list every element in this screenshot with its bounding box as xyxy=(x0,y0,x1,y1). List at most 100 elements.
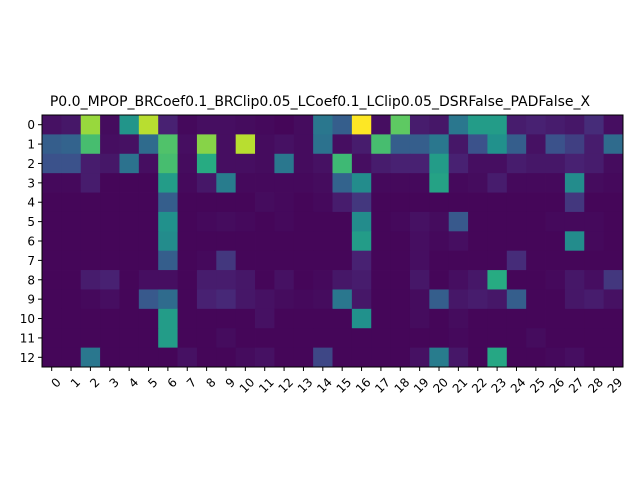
heatmap-cell xyxy=(42,328,62,349)
heatmap-cell xyxy=(158,289,178,310)
heatmap-cell xyxy=(564,308,585,329)
heatmap-cell xyxy=(196,270,217,290)
heatmap-cell xyxy=(313,328,333,349)
heatmap-cell xyxy=(487,347,508,368)
heatmap-cell xyxy=(216,153,237,174)
heatmap-cell xyxy=(274,250,295,271)
heatmap-cell xyxy=(409,231,430,252)
heatmap-cell xyxy=(158,115,178,135)
heatmap-cell xyxy=(42,134,62,155)
heatmap-cell xyxy=(564,328,585,349)
heatmap-cell xyxy=(390,308,411,329)
heatmap-cell xyxy=(61,250,82,271)
heatmap-cell xyxy=(468,250,488,271)
heatmap-cell xyxy=(468,153,488,174)
heatmap-cell xyxy=(61,211,82,232)
heatmap-cell xyxy=(390,153,411,174)
heatmap-cell xyxy=(255,115,275,135)
x-tick-label: 9 xyxy=(223,375,238,390)
heatmap-cell xyxy=(332,211,353,232)
heatmap-cell xyxy=(332,270,353,290)
heatmap-cell xyxy=(332,308,353,329)
heatmap-cell xyxy=(545,153,566,174)
heatmap-cell xyxy=(351,211,372,232)
heatmap-cell xyxy=(235,211,256,232)
heatmap-cell xyxy=(158,231,178,252)
heatmap-cell xyxy=(216,250,237,271)
heatmap-cell xyxy=(274,270,295,290)
heatmap-cell xyxy=(196,289,217,310)
heatmap-cell xyxy=(371,115,391,135)
heatmap-cell xyxy=(177,250,198,271)
heatmap-cell xyxy=(448,153,469,174)
heatmap-cell xyxy=(506,250,527,271)
heatmap-cell xyxy=(351,115,372,135)
y-tick-label: 3 xyxy=(27,176,35,190)
heatmap-cell xyxy=(42,173,62,193)
heatmap-cell xyxy=(138,270,159,290)
heatmap-cell xyxy=(235,173,256,193)
heatmap-cell xyxy=(545,250,566,271)
heatmap-cell xyxy=(390,328,411,349)
heatmap-cell xyxy=(371,211,391,232)
heatmap-cell xyxy=(409,211,430,232)
heatmap-cell xyxy=(603,153,624,174)
heatmap-cell xyxy=(468,289,488,310)
heatmap-cell xyxy=(138,347,159,368)
heatmap-cell xyxy=(100,270,120,290)
y-tick-label: 6 xyxy=(27,235,35,249)
heatmap-cell xyxy=(371,289,391,310)
x-tick-label: 11 xyxy=(256,375,277,396)
heatmap-cell xyxy=(158,211,178,232)
heatmap-cell xyxy=(138,289,159,310)
heatmap-cell xyxy=(526,231,546,252)
x-tick-label: 27 xyxy=(566,375,587,396)
heatmap-cell xyxy=(409,289,430,310)
heatmap-cell xyxy=(100,211,120,232)
heatmap-cell xyxy=(487,231,508,252)
heatmap-cell xyxy=(390,289,411,310)
heatmap-cell xyxy=(448,134,469,155)
heatmap-cell xyxy=(448,328,469,349)
heatmap-cell xyxy=(526,270,546,290)
heatmap-cell xyxy=(255,211,275,232)
heatmap-cell xyxy=(119,134,140,155)
heatmap-cell xyxy=(235,134,256,155)
heatmap-cell xyxy=(371,231,391,252)
x-tick-label: 3 xyxy=(107,375,122,390)
heatmap-cell xyxy=(293,231,314,252)
heatmap-cell xyxy=(584,270,605,290)
heatmap-cell xyxy=(255,289,275,310)
heatmap-cell xyxy=(293,250,314,271)
heatmap-cell xyxy=(313,134,333,155)
heatmap-cell xyxy=(235,192,256,213)
heatmap-cell xyxy=(371,308,391,329)
heatmap-cell xyxy=(80,308,101,329)
heatmap-cell xyxy=(506,115,527,135)
heatmap-cell xyxy=(274,347,295,368)
heatmap-cell xyxy=(526,347,546,368)
heatmap-cell xyxy=(61,153,82,174)
heatmap-cell xyxy=(196,115,217,135)
heatmap-cell xyxy=(80,134,101,155)
heatmap-cell xyxy=(42,308,62,329)
heatmap-cell xyxy=(506,308,527,329)
heatmap-cell xyxy=(351,192,372,213)
heatmap-cell xyxy=(487,192,508,213)
heatmap-cell xyxy=(255,347,275,368)
heatmap-cell xyxy=(119,115,140,135)
heatmap-cell xyxy=(42,347,62,368)
heatmap-cell xyxy=(196,250,217,271)
heatmap-cell xyxy=(42,211,62,232)
heatmap-cell xyxy=(255,192,275,213)
heatmap-cell xyxy=(177,173,198,193)
heatmap-cell xyxy=(545,211,566,232)
heatmap-cell xyxy=(390,250,411,271)
x-tick-label: 15 xyxy=(334,375,355,396)
heatmap-cell xyxy=(235,308,256,329)
heatmap-cell xyxy=(313,115,333,135)
heatmap-cell xyxy=(468,347,488,368)
heatmap-cell xyxy=(42,231,62,252)
heatmap-cell xyxy=(196,153,217,174)
heatmap-cell xyxy=(506,211,527,232)
